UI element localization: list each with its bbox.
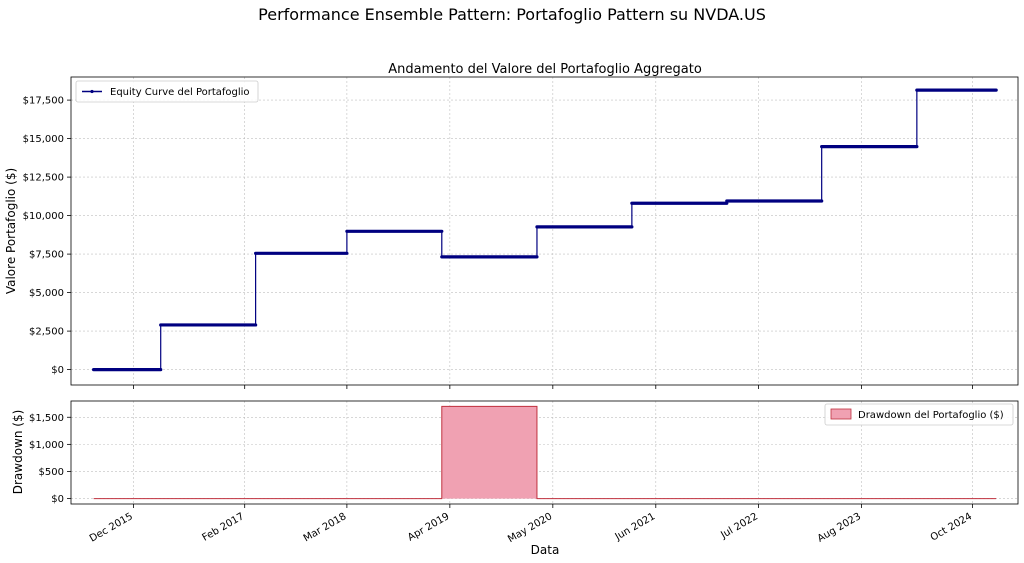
equity-axes-frame: [70, 76, 1019, 386]
drawdown-y-tick-label: $1,000: [29, 440, 64, 451]
drawdown-series: [93, 405, 997, 500]
equity-y-ticks: $0 $2,500 $5,000 $7,500 $10,000 $12,500 $15,00…: [23, 96, 71, 376]
drawdown-y-tick-label: $500: [39, 467, 64, 478]
drawdown-legend-box: [824, 403, 1014, 426]
equity-grid: [71, 77, 1018, 385]
equity-y-tick-label: $17,500: [23, 96, 64, 107]
equity-legend-label: Equity Curve del Portafoglio: [110, 87, 250, 98]
drawdown-axes-frame: [70, 400, 1019, 505]
x-tick-label: Mar 2018: [302, 511, 349, 544]
equity-y-tick-label: $12,500: [23, 173, 64, 184]
equity-legend: Equity Curve del Portafoglio: [75, 80, 259, 103]
equity-y-tick-label: $10,000: [23, 211, 64, 222]
equity-legend-box: [75, 80, 259, 103]
equity-panel-title: Andamento del Valore del Portafoglio Agg…: [388, 62, 702, 77]
drawdown-legend-label: Drawdown del Portafoglio ($): [858, 410, 1004, 421]
x-tick-label: Apr 2019: [406, 511, 451, 543]
figure-title: Performance Ensemble Pattern: Portafogli…: [258, 5, 766, 24]
x-tick-label: May 2020: [506, 511, 554, 545]
equity-legend-marker: [90, 89, 94, 94]
x-tick-label: Dec 2015: [88, 511, 135, 545]
x-tick-label: Aug 2023: [816, 511, 863, 545]
equity-panel: Andamento del Valore del Portafoglio Agg…: [4, 62, 1019, 389]
equity-y-axis-label: Valore Portafoglio ($): [4, 168, 18, 294]
drawdown-y-tick-label: $0: [51, 494, 64, 505]
equity-y-tick-label: $15,000: [23, 134, 64, 145]
x-axis-label: Data: [531, 543, 560, 557]
x-tick-label: Jul 2022: [718, 511, 760, 541]
drawdown-y-tick-label: $1,500: [29, 413, 64, 424]
x-tick-label: Feb 2017: [201, 511, 247, 544]
x-tick-label: Oct 2024: [929, 511, 974, 543]
equity-y-tick-label: $2,500: [29, 327, 64, 338]
drawdown-x-ticks: Dec 2015 Feb 2017 Mar 2018 Apr 2019 May 2020…: [88, 504, 974, 545]
drawdown-y-axis-label: Drawdown ($): [11, 410, 25, 495]
equity-y-tick-label: $7,500: [29, 250, 64, 261]
drawdown-legend-swatch: [830, 408, 852, 420]
drawdown-line: [93, 405, 997, 500]
equity-x-ticks: [133, 385, 973, 389]
x-tick-label: Jun 2021: [613, 511, 658, 543]
drawdown-legend: Drawdown del Portafoglio ($): [824, 403, 1014, 426]
equity-series: [92, 88, 998, 372]
equity-curve-line: [93, 89, 997, 371]
equity-y-tick-label: $5,000: [29, 288, 64, 299]
drawdown-panel: $0 $500 $1,000 $1,500 Dec 2015 Feb 2017 Mar 2…: [11, 400, 1019, 557]
drawdown-y-ticks: $0 $500 $1,000 $1,500: [29, 413, 71, 505]
equity-y-tick-label: $0: [51, 365, 64, 376]
